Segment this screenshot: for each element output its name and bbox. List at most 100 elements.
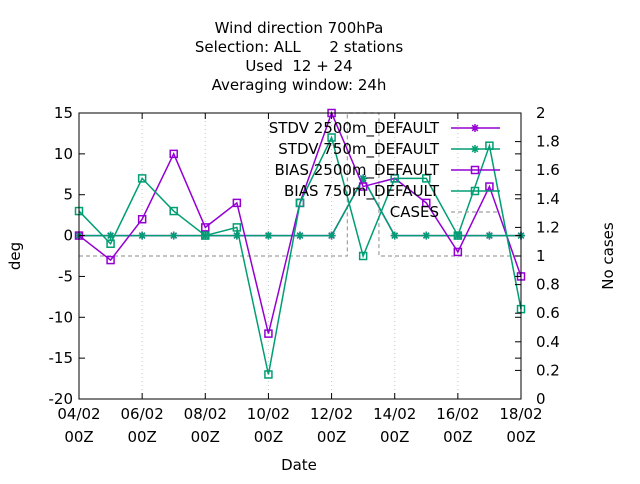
data-point: [390, 231, 399, 240]
data-point: [264, 370, 273, 379]
marker-stroke: [359, 175, 367, 182]
title-line: Averaging window: 24h: [212, 76, 387, 94]
data-point: [485, 182, 494, 191]
marker-stroke: [422, 232, 430, 239]
x-tick-label: 00Z: [380, 428, 409, 446]
y-tick-label: 15: [54, 104, 73, 122]
x-tick-label: 00Z: [317, 428, 346, 446]
cases-series: [79, 112, 521, 257]
data-point: [390, 174, 399, 183]
data-point: [422, 198, 431, 208]
x-tick-label: 00Z: [191, 428, 220, 446]
data-point: [422, 231, 431, 240]
y2-axis: 0 0.2 0.4 0.6 0.8 1 1.2 1.4 1.6 1.8 2: [515, 104, 560, 408]
data-point: [138, 231, 147, 240]
data-point: [453, 247, 463, 257]
x-tick-label: 16/02: [436, 405, 479, 423]
y2-tick-label: 1: [536, 247, 546, 265]
x-tick-label: 00Z: [64, 428, 93, 446]
data-point: [106, 231, 115, 240]
series-bias-750m-default: [74, 133, 526, 379]
data-point: [359, 174, 368, 183]
marker-stroke: [170, 232, 178, 239]
y2-tick-label: 1.8: [536, 133, 560, 151]
marker-stroke: [486, 232, 493, 239]
data-point: [201, 231, 210, 240]
data-point: [358, 251, 368, 261]
marker-stroke: [138, 232, 146, 239]
chart-title: Wind direction 700hPa Selection: ALL 2 s…: [195, 19, 403, 94]
data-point: [169, 231, 178, 240]
marker-stroke: [107, 232, 114, 239]
x-tick-label: 12/02: [310, 405, 353, 423]
y2-tick-label: 0.2: [536, 361, 560, 379]
data-point: [106, 239, 115, 248]
y-tick-label: 0: [63, 227, 73, 245]
data-point: [470, 186, 480, 196]
y-tick-label: -10: [49, 308, 74, 326]
y2-tick-label: 1.2: [536, 218, 560, 236]
x-axis: 04/02 00Z 06/02 00Z 08/02 00Z 10/02 00Z 12/02 00Z…: [57, 113, 543, 446]
data-point: [232, 223, 242, 232]
data-point: [169, 206, 178, 216]
cases-line: [79, 112, 521, 257]
x-tick-label: 00Z: [506, 428, 535, 446]
y-tick-label: -15: [49, 349, 74, 367]
data-point: [422, 174, 431, 183]
data-point: [327, 133, 336, 142]
y2-tick-label: 1.4: [536, 190, 560, 208]
marker-stroke: [471, 145, 479, 153]
legend-label: BIAS 2500m_DEFAULT: [274, 161, 439, 180]
data-point: [471, 124, 479, 132]
legend: STDV 2500m_DEFAULT STDV 750m_DEFAULT BIAS …: [269, 119, 500, 221]
x-tick-label: 00Z: [254, 428, 283, 446]
y-tick-label: -5: [58, 267, 73, 285]
data-point: [201, 223, 210, 232]
marker-stroke: [296, 232, 304, 239]
x-tick-label: 06/02: [121, 405, 164, 423]
data-point: [485, 231, 494, 240]
marker-stroke: [391, 232, 399, 239]
data-point: [327, 231, 336, 240]
x-tick-label: 14/02: [373, 405, 416, 423]
legend-label: BIAS 750m_DEFAULT: [284, 182, 440, 201]
data-point: [453, 231, 463, 240]
y2-tick-label: 0.4: [536, 333, 560, 351]
data-point: [106, 255, 115, 265]
data-point: [232, 198, 242, 208]
x-tick-label: 10/02: [247, 405, 290, 423]
marker-stroke: [471, 124, 479, 132]
y-tick-label: -20: [49, 390, 74, 408]
x-axis-label: Date: [281, 456, 317, 474]
x-tick-label: 04/02: [57, 405, 100, 423]
y-tick-label: 5: [63, 186, 73, 204]
y2-tick-label: 0.8: [536, 276, 560, 294]
x-tick-label: 08/02: [184, 405, 227, 423]
data-point: [137, 174, 147, 183]
data-point: [137, 214, 147, 224]
marker-stroke: [328, 232, 335, 239]
data-point: [471, 145, 479, 153]
data-point: [296, 231, 304, 240]
data-point: [295, 198, 305, 208]
data-point: [358, 182, 368, 191]
data-point: [264, 231, 273, 240]
data-point: [470, 165, 480, 175]
x-tick-label: 00Z: [443, 428, 472, 446]
title-line: Used 12 + 24: [245, 57, 352, 75]
legend-label: STDV 750m_DEFAULT: [278, 140, 440, 159]
y2-tick-label: 0.6: [536, 304, 560, 322]
y2-tick-label: 1.6: [536, 161, 560, 179]
title-line: Wind direction 700hPa: [215, 19, 384, 37]
y2-tick-label: 2: [536, 104, 546, 122]
data-point: [169, 149, 178, 159]
marker-stroke: [265, 232, 272, 239]
title-line: Selection: ALL 2 stations: [195, 38, 403, 56]
y2-tick-label: 0: [536, 390, 546, 408]
data-point: [264, 329, 273, 338]
y-axis: -20 -15 -10 -5 0 5 10 15: [49, 104, 521, 408]
y-axis-label: deg: [6, 242, 24, 270]
legend-label: STDV 2500m_DEFAULT: [269, 119, 440, 138]
